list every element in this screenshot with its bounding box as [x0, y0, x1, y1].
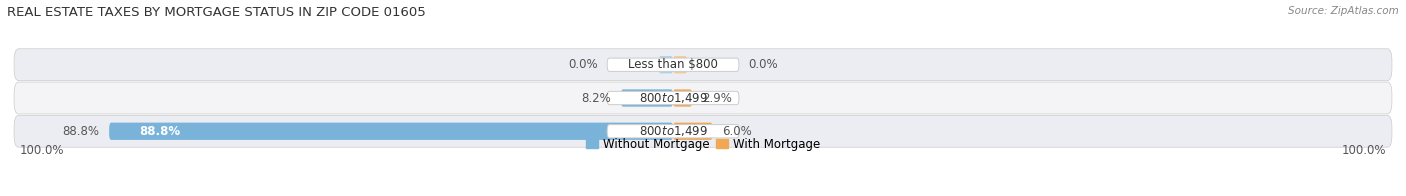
Text: 88.8%: 88.8%: [62, 125, 100, 138]
FancyBboxPatch shape: [607, 91, 740, 105]
Text: REAL ESTATE TAXES BY MORTGAGE STATUS IN ZIP CODE 01605: REAL ESTATE TAXES BY MORTGAGE STATUS IN …: [7, 6, 426, 19]
FancyBboxPatch shape: [14, 49, 1392, 81]
Text: 100.0%: 100.0%: [1341, 144, 1386, 157]
FancyBboxPatch shape: [673, 56, 688, 73]
FancyBboxPatch shape: [673, 123, 713, 140]
Text: 0.0%: 0.0%: [748, 58, 778, 71]
FancyBboxPatch shape: [621, 89, 673, 107]
FancyBboxPatch shape: [14, 82, 1392, 114]
Text: 6.0%: 6.0%: [723, 125, 752, 138]
Text: 100.0%: 100.0%: [20, 144, 65, 157]
Text: 0.0%: 0.0%: [568, 58, 598, 71]
Text: 8.2%: 8.2%: [582, 92, 612, 104]
FancyBboxPatch shape: [607, 125, 740, 138]
FancyBboxPatch shape: [110, 123, 673, 140]
FancyBboxPatch shape: [673, 89, 692, 107]
FancyBboxPatch shape: [14, 115, 1392, 147]
FancyBboxPatch shape: [658, 56, 673, 73]
Text: 2.9%: 2.9%: [702, 92, 731, 104]
FancyBboxPatch shape: [607, 58, 740, 71]
Legend: Without Mortgage, With Mortgage: Without Mortgage, With Mortgage: [581, 133, 825, 156]
Text: 88.8%: 88.8%: [139, 125, 180, 138]
Text: $800 to $1,499: $800 to $1,499: [638, 124, 707, 138]
Text: Less than $800: Less than $800: [628, 58, 718, 71]
Text: $800 to $1,499: $800 to $1,499: [638, 91, 707, 105]
Text: Source: ZipAtlas.com: Source: ZipAtlas.com: [1288, 6, 1399, 16]
